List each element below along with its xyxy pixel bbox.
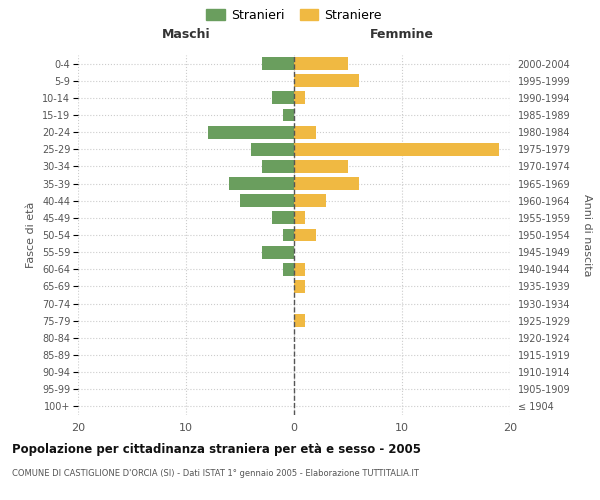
Bar — [240, 194, 294, 207]
Legend: Stranieri, Straniere: Stranieri, Straniere — [201, 4, 387, 26]
Bar — [294, 57, 348, 70]
Bar — [208, 126, 294, 138]
Bar — [251, 143, 294, 156]
Text: Popolazione per cittadinanza straniera per età e sesso - 2005: Popolazione per cittadinanza straniera p… — [12, 442, 421, 456]
Bar — [229, 177, 294, 190]
Bar — [283, 108, 294, 122]
Bar — [283, 263, 294, 276]
Bar — [294, 74, 359, 87]
Bar — [294, 92, 305, 104]
Bar — [294, 314, 305, 327]
Y-axis label: Fasce di età: Fasce di età — [26, 202, 37, 268]
Bar — [272, 92, 294, 104]
Text: Femmine: Femmine — [370, 28, 434, 42]
Bar — [294, 228, 316, 241]
Bar — [294, 194, 326, 207]
Bar — [294, 263, 305, 276]
Bar — [262, 246, 294, 258]
Bar — [294, 177, 359, 190]
Text: Maschi: Maschi — [161, 28, 211, 42]
Text: COMUNE DI CASTIGLIONE D'ORCIA (SI) - Dati ISTAT 1° gennaio 2005 - Elaborazione T: COMUNE DI CASTIGLIONE D'ORCIA (SI) - Dat… — [12, 469, 419, 478]
Bar — [294, 212, 305, 224]
Bar — [283, 228, 294, 241]
Bar — [294, 126, 316, 138]
Bar — [294, 143, 499, 156]
Bar — [262, 57, 294, 70]
Y-axis label: Anni di nascita: Anni di nascita — [581, 194, 592, 276]
Bar — [262, 160, 294, 173]
Bar — [294, 160, 348, 173]
Bar — [272, 212, 294, 224]
Bar — [294, 280, 305, 293]
